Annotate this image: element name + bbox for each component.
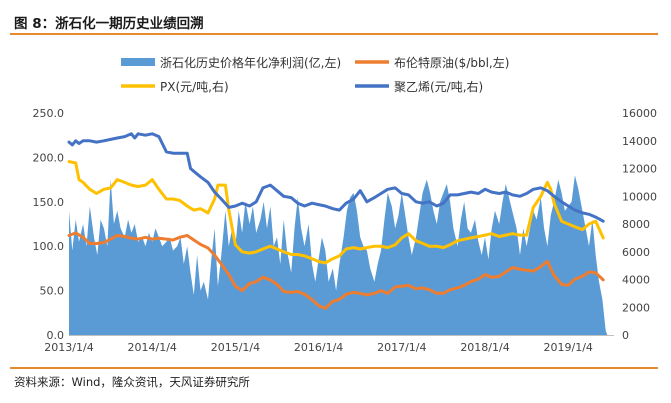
right-tick-label: 4000 (622, 274, 650, 287)
legend-label-area: 浙石化历史价格年化净利润(亿,左) (160, 55, 341, 70)
left-tick-label: 200.0 (33, 151, 65, 164)
legend-label-pe: 聚乙烯(元/吨,右) (394, 79, 483, 94)
right-tick-label: 10000 (622, 190, 657, 203)
right-tick-label: 8000 (622, 218, 650, 231)
left-tick-label: 0.0 (47, 329, 65, 342)
series-area-net-profit (69, 175, 608, 335)
x-tick-label: 2014/1/4 (128, 341, 177, 354)
legend-swatch-area (121, 58, 155, 66)
legend-label-px: PX(元/吨,右) (160, 79, 229, 94)
x-tick-label: 2017/1/4 (377, 341, 426, 354)
series-line-brent (67, 231, 605, 310)
top-divider (10, 33, 658, 35)
right-tick-label: 2000 (622, 301, 650, 314)
left-tick-label: 100.0 (33, 240, 65, 253)
bottom-divider (10, 367, 658, 369)
x-tick-label: 2016/1/4 (294, 341, 343, 354)
right-tick-label: 6000 (622, 246, 650, 259)
plot-area (67, 132, 608, 335)
series-line-px (67, 160, 605, 265)
axes: 0.0 50.0 100.0 150.0 200.0 250.0 0 2000 4000 6000… (33, 107, 658, 354)
right-tick-label: 16000 (622, 107, 657, 120)
series-line-pe (67, 132, 605, 223)
legend: 浙石化历史价格年化净利润(亿,左) 布伦特原油($/bbl,左) PX(元/吨,… (121, 55, 509, 94)
right-tick-label: 0 (622, 329, 629, 342)
legend-label-brent: 布伦特原油($/bbl,左) (394, 55, 509, 70)
right-tick-label: 12000 (622, 163, 657, 176)
right-tick-label: 14000 (622, 135, 657, 148)
x-tick-label: 2015/1/4 (211, 341, 260, 354)
left-tick-label: 250.0 (33, 107, 65, 120)
figure-title: 图 8：浙石化一期历史业绩回溯 (14, 16, 204, 32)
x-tick-label: 2019/1/4 (544, 341, 593, 354)
x-tick-label: 2013/1/4 (44, 341, 93, 354)
source-note: 资料来源：Wind，隆众资讯，天风证券研究所 (14, 375, 250, 389)
x-tick-label: 2018/1/4 (460, 341, 509, 354)
left-tick-label: 50.0 (40, 285, 65, 298)
left-tick-label: 150.0 (33, 196, 65, 209)
